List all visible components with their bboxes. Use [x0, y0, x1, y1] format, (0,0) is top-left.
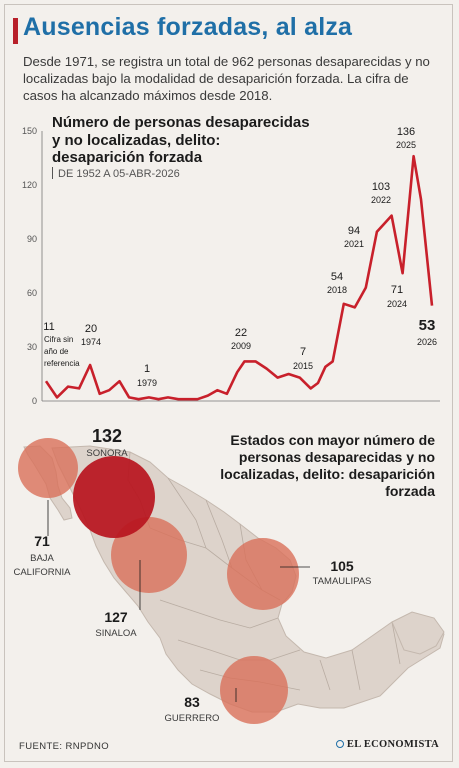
- sinaloa-name: SINALOA: [95, 628, 137, 639]
- point-value-label: 103: [372, 181, 390, 193]
- bubble-sinaloa: [111, 517, 187, 593]
- guerrero-value: 83: [184, 694, 200, 710]
- point-value-label: 1: [144, 363, 150, 375]
- infographic-frame: [4, 4, 453, 762]
- no-year-note-line1: Cifra sin: [44, 335, 73, 344]
- point-year-label: 2021: [344, 239, 364, 249]
- series-line: [44, 154, 434, 401]
- y-tick-label: 120: [22, 180, 37, 190]
- line-chart: 0 30 60 90 120 150 11 20 1974 1 1979 22 2009 7 2015 54 2…: [22, 126, 440, 406]
- bubble-sonora: [73, 456, 155, 538]
- point-value-label: 53: [419, 317, 436, 334]
- point-year-label: 1979: [137, 378, 157, 388]
- state-bubbles: [18, 438, 299, 724]
- bubble-baja-california: [18, 438, 78, 498]
- sonora-value: 132: [92, 426, 122, 446]
- point-value-label: 136: [397, 126, 415, 138]
- point-year-label: 2018: [327, 285, 347, 295]
- point-value-label: 54: [331, 271, 343, 283]
- point-value-label: 94: [348, 225, 360, 237]
- map-yucatan: [391, 611, 445, 655]
- y-tick-label: 30: [27, 342, 37, 352]
- point-year-label: 2009: [231, 341, 251, 351]
- sonora-name: SONORA: [86, 448, 128, 459]
- point-year-label: 2022: [371, 195, 391, 205]
- page-title: Ausencias forzadas, al alza: [23, 13, 353, 41]
- baja-california-value: 71: [34, 533, 50, 549]
- guerrero-name: GUERRERO: [165, 713, 220, 724]
- source-note: FUENTE: RNPDNO: [19, 741, 110, 752]
- chart-title: Número de personas desaparecidas y no lo…: [52, 114, 310, 166]
- point-year-label: 1974: [81, 337, 101, 347]
- baja-california-name-2: CALIFORNIA: [13, 567, 71, 578]
- sinaloa-value: 127: [104, 609, 128, 625]
- tamaulipas-value: 105: [330, 558, 354, 574]
- y-tick-label: 90: [27, 234, 37, 244]
- bubble-leader-lines: [47, 500, 310, 702]
- publisher-name: EL ECONOMISTA: [346, 739, 439, 750]
- point-value-label: 7: [300, 346, 306, 358]
- publisher-logo: EL ECONOMISTA: [335, 739, 439, 750]
- bubble-tamaulipas: [227, 538, 299, 610]
- point-year-label: 2024: [387, 299, 407, 309]
- point-year-label: 2025: [396, 140, 416, 150]
- y-tick-label: 150: [22, 126, 37, 136]
- point-year-label: 2026: [417, 337, 437, 347]
- page-subtitle: Desde 1971, se registra un total de 962 …: [23, 54, 430, 103]
- y-tick-label: 0: [32, 396, 37, 406]
- baja-california-name-1: BAJA: [30, 553, 54, 564]
- logo-mark-icon: [335, 740, 344, 748]
- chart-date-range: DE 1952 A 05-ABR-2026: [52, 167, 180, 180]
- no-year-note-line3: referencia: [44, 359, 80, 368]
- y-tick-label: 60: [27, 288, 37, 298]
- map-title: Estados con mayor número de personas des…: [220, 432, 435, 499]
- point-value-label: 22: [235, 327, 247, 339]
- point-value-label: 71: [391, 284, 403, 296]
- no-year-note-line2: año de: [44, 347, 69, 356]
- title-accent-bar: [13, 18, 18, 44]
- bubble-guerrero: [220, 656, 288, 724]
- point-value-label: 20: [85, 323, 97, 335]
- tamaulipas-name: TAMAULIPAS: [313, 576, 372, 587]
- point-value-label: 11: [43, 321, 54, 333]
- point-year-label: 2015: [293, 361, 313, 371]
